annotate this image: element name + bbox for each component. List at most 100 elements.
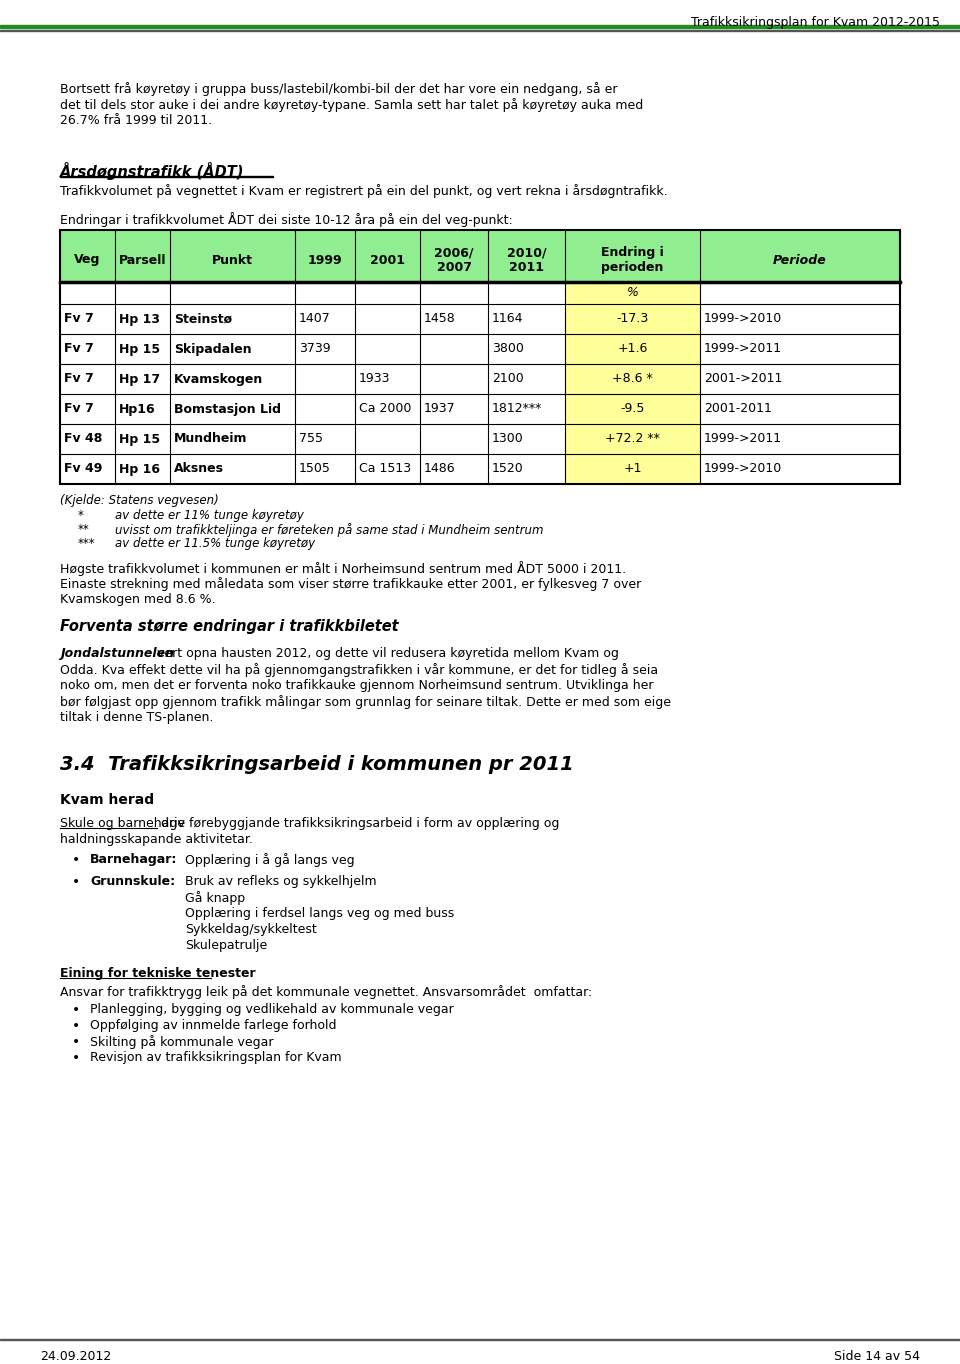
Text: 1520: 1520 [492, 462, 524, 476]
Text: Eining for tekniske tenester: Eining for tekniske tenester [60, 967, 255, 979]
Text: 3.4  Trafikksikringsarbeid i kommunen pr 2011: 3.4 Trafikksikringsarbeid i kommunen pr … [60, 756, 574, 773]
Text: +1: +1 [623, 462, 641, 476]
Text: Kvamskogen: Kvamskogen [174, 372, 263, 386]
Text: Aksnes: Aksnes [174, 462, 224, 476]
Text: 755: 755 [299, 432, 323, 446]
Text: Skipadalen: Skipadalen [174, 342, 252, 356]
Text: 1937: 1937 [424, 402, 456, 416]
Bar [60, 231, 900, 282]
Text: Fv 7: Fv 7 [64, 372, 94, 386]
Text: 1486: 1486 [424, 462, 456, 476]
Text: *: * [78, 509, 84, 522]
Text: Trafikkvolumet på vegnettet i Kvam er registrert på ein del punkt, og vert rekna: Trafikkvolumet på vegnettet i Kvam er re… [60, 184, 667, 198]
Bar [565, 282, 700, 304]
Text: Steinstø: Steinstø [174, 312, 232, 326]
Text: vert opna hausten 2012, og dette vil redusera køyretida mellom Kvam og: vert opna hausten 2012, og dette vil red… [153, 647, 619, 660]
Text: av dette er 11% tunge køyretøy: av dette er 11% tunge køyretøy [115, 509, 304, 522]
Text: Ca 2000: Ca 2000 [359, 402, 412, 416]
Text: Odda. Kva effekt dette vil ha på gjennomgangstrafikken i vår kommune, er det for: Odda. Kva effekt dette vil ha på gjennom… [60, 663, 659, 677]
Text: Planlegging, bygging og vedlikehald av kommunale vegar: Planlegging, bygging og vedlikehald av k… [90, 1003, 454, 1016]
Text: uvisst om trafikkteljinga er føreteken på same stad i Mundheim sentrum: uvisst om trafikkteljinga er føreteken p… [115, 522, 543, 537]
Text: Fv 7: Fv 7 [64, 312, 94, 326]
Bar [565, 424, 700, 454]
Text: Periode: Periode [773, 254, 827, 266]
Text: Gå knapp: Gå knapp [185, 891, 245, 904]
Text: Opplæring i ferdsel langs veg og med buss: Opplæring i ferdsel langs veg og med bus… [185, 907, 454, 919]
Text: 3739: 3739 [299, 342, 330, 356]
Text: 2001-2011: 2001-2011 [704, 402, 772, 416]
Text: -9.5: -9.5 [620, 402, 645, 416]
Text: Endring i
perioden: Endring i perioden [601, 246, 664, 274]
Text: Barnehagar:: Barnehagar: [90, 852, 178, 866]
Text: +1.6: +1.6 [617, 342, 648, 356]
Text: Skule og barnehage: Skule og barnehage [60, 817, 185, 831]
Text: Revisjon av trafikksikringsplan for Kvam: Revisjon av trafikksikringsplan for Kvam [90, 1052, 342, 1064]
Text: 3800: 3800 [492, 342, 524, 356]
Text: Veg: Veg [74, 254, 101, 266]
Text: Kvam herad: Kvam herad [60, 792, 155, 807]
Text: %: % [627, 286, 638, 300]
Text: -17.3: -17.3 [616, 312, 649, 326]
Bar [60, 231, 900, 484]
Text: Side 14 av 54: Side 14 av 54 [834, 1350, 920, 1363]
Text: •: • [72, 852, 81, 868]
Text: 26.7% frå 1999 til 2011.: 26.7% frå 1999 til 2011. [60, 115, 212, 127]
Text: 1300: 1300 [492, 432, 524, 446]
Text: Hp 16: Hp 16 [119, 462, 160, 476]
Text: Årsdøgnstrafikk (ÅDT): Årsdøgnstrafikk (ÅDT) [60, 162, 245, 180]
Text: Fv 48: Fv 48 [64, 432, 103, 446]
Text: Fv 49: Fv 49 [64, 462, 103, 476]
Text: Sykkeldag/sykkeltest: Sykkeldag/sykkeltest [185, 923, 317, 936]
Text: driv førebyggjande trafikksikringsarbeid i form av opplæring og: driv førebyggjande trafikksikringsarbeid… [157, 817, 560, 831]
Text: **: ** [78, 522, 89, 536]
Text: 1933: 1933 [359, 372, 391, 386]
Text: Einaste strekning med måledata som viser større trafikkauke etter 2001, er fylke: Einaste strekning med måledata som viser… [60, 577, 641, 591]
Text: 1999->2010: 1999->2010 [704, 462, 782, 476]
Text: 1458: 1458 [424, 312, 456, 326]
Text: 1164: 1164 [492, 312, 523, 326]
Text: 2001->2011: 2001->2011 [704, 372, 782, 386]
Text: Jondalstunnelen: Jondalstunnelen [60, 647, 174, 660]
Text: 2100: 2100 [492, 372, 524, 386]
Text: Oppfølging av innmelde farlege forhold: Oppfølging av innmelde farlege forhold [90, 1019, 337, 1033]
Text: Hp 15: Hp 15 [119, 342, 160, 356]
Text: tiltak i denne TS-planen.: tiltak i denne TS-planen. [60, 711, 213, 724]
Text: Bortsett frå køyretøy i gruppa buss/lastebil/kombi-bil der det har vore ein nedg: Bortsett frå køyretøy i gruppa buss/last… [60, 82, 617, 95]
Text: (Kjelde: Statens vegvesen): (Kjelde: Statens vegvesen) [60, 494, 219, 507]
Bar [0, 25, 960, 29]
Text: 1999: 1999 [308, 254, 343, 266]
Text: Ca 1513: Ca 1513 [359, 462, 411, 476]
Text: Fv 7: Fv 7 [64, 342, 94, 356]
Text: •: • [72, 1019, 81, 1033]
Text: Punkt: Punkt [212, 254, 253, 266]
Text: 2001: 2001 [370, 254, 405, 266]
Text: Høgste trafikkvolumet i kommunen er målt i Norheimsund sentrum med ÅDT 5000 i 20: Høgste trafikkvolumet i kommunen er målt… [60, 561, 626, 576]
Text: Trafikksikringsplan for Kvam 2012-2015: Trafikksikringsplan for Kvam 2012-2015 [691, 16, 940, 29]
Text: Kvamskogen med 8.6 %.: Kvamskogen med 8.6 %. [60, 593, 216, 606]
Bar [565, 394, 700, 424]
Text: •: • [72, 1052, 81, 1065]
Text: Forventa større endringar i trafikkbiletet: Forventa større endringar i trafikkbilet… [60, 619, 398, 634]
Text: Skilting på kommunale vegar: Skilting på kommunale vegar [90, 1035, 274, 1049]
Text: +8.6 *: +8.6 * [612, 372, 653, 386]
Text: •: • [72, 1035, 81, 1049]
Text: haldningsskapande aktivitetar.: haldningsskapande aktivitetar. [60, 833, 252, 846]
Text: av dette er 11.5% tunge køyretøy: av dette er 11.5% tunge køyretøy [115, 537, 315, 550]
Text: 2006/
2007: 2006/ 2007 [434, 246, 473, 274]
Text: ***: *** [78, 537, 96, 550]
Text: 1505: 1505 [299, 462, 331, 476]
Text: Hp16: Hp16 [119, 402, 156, 416]
Text: 1999->2011: 1999->2011 [704, 342, 782, 356]
Text: 1999->2011: 1999->2011 [704, 432, 782, 446]
Text: 1999->2010: 1999->2010 [704, 312, 782, 326]
Text: Bomstasjon Lid: Bomstasjon Lid [174, 402, 281, 416]
Text: det til dels stor auke i dei andre køyretøy-typane. Samla sett har talet på køyr: det til dels stor auke i dei andre køyre… [60, 98, 643, 112]
Text: Parsell: Parsell [119, 254, 166, 266]
Text: Hp 15: Hp 15 [119, 432, 160, 446]
Text: Bruk av refleks og sykkelhjelm: Bruk av refleks og sykkelhjelm [185, 874, 376, 888]
Bar [565, 454, 700, 484]
Bar [565, 334, 700, 364]
Text: •: • [72, 874, 81, 889]
Text: Fv 7: Fv 7 [64, 402, 94, 416]
Text: Hp 13: Hp 13 [119, 312, 160, 326]
